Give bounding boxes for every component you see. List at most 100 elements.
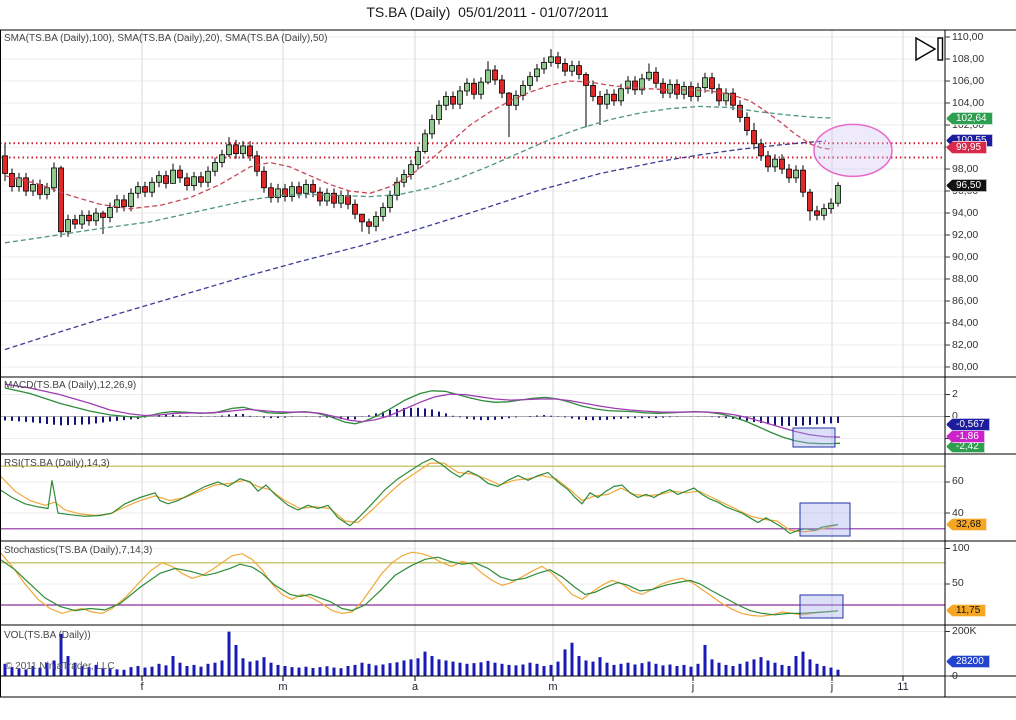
volume-bar — [94, 664, 98, 676]
volume-bar — [17, 668, 21, 676]
stoch-axis-label: 100 — [952, 542, 970, 555]
volume-bar — [682, 664, 686, 676]
candle-body — [492, 69, 498, 81]
volume-bar — [717, 662, 721, 676]
volume-bar — [710, 659, 714, 676]
candle-body — [464, 82, 470, 92]
stoch-k-line — [0, 551, 839, 617]
candle-body — [688, 86, 694, 97]
rsi-highlight-box[interactable] — [799, 502, 851, 537]
volume-bar — [234, 644, 238, 676]
price-axis-label: 88,00 — [952, 272, 979, 285]
candle-body — [254, 155, 260, 172]
volume-bar — [577, 656, 581, 676]
candle-body — [478, 81, 484, 95]
volume-bar — [507, 664, 511, 676]
volume-bar — [465, 663, 469, 676]
volume-bar — [269, 662, 273, 676]
volume-bar — [353, 664, 357, 676]
volume-bar — [311, 668, 315, 676]
candle-body — [58, 167, 64, 233]
price-axis-label: 84,00 — [952, 316, 979, 329]
sma100-line — [4, 140, 827, 351]
volume-bar — [73, 662, 77, 676]
volume-value-badge: 28200 — [946, 655, 990, 668]
candle-body — [107, 207, 113, 218]
macd-hist-value-badge: -0,567 — [946, 418, 991, 431]
candle-body — [814, 210, 820, 216]
candle-body — [716, 88, 722, 102]
volume-bar — [556, 661, 560, 676]
volume-bar — [66, 656, 70, 676]
volume-bar — [731, 666, 735, 676]
candle-body — [793, 169, 799, 179]
rsi-axis-label: 60 — [952, 475, 964, 488]
candle-body — [821, 208, 827, 216]
volume-bar — [605, 662, 609, 676]
candle-body — [100, 212, 106, 218]
volume-bar — [647, 661, 651, 676]
candle-body — [65, 219, 71, 233]
x-axis-label: j — [691, 681, 695, 693]
candle-body — [296, 186, 302, 194]
rsi-value-badge: 32,68 — [946, 518, 988, 531]
candle-body — [394, 181, 400, 196]
candle-body — [310, 184, 316, 193]
volume-bar — [451, 661, 455, 676]
volume-bar — [528, 662, 532, 676]
volume-bar — [339, 668, 343, 676]
volume-bar — [409, 659, 413, 676]
price-axis-label: 90,00 — [952, 250, 979, 263]
candle-body — [37, 184, 43, 195]
sma50-value-badge: 102,64 — [946, 112, 993, 125]
volume-bar — [290, 667, 294, 676]
volume-bar — [479, 662, 483, 676]
volume-bar — [745, 661, 749, 676]
volume-bar — [10, 667, 14, 676]
candle-body — [366, 221, 372, 227]
volume-bar — [276, 664, 280, 676]
volume-bar — [262, 657, 266, 676]
macd-highlight-box[interactable] — [792, 427, 836, 448]
x-axis-label: 11 — [897, 681, 909, 693]
candle-body — [786, 168, 792, 179]
volume-bar — [626, 662, 630, 676]
candle-body — [457, 90, 463, 105]
go-to-end-icon[interactable] — [910, 33, 946, 65]
candle-body — [303, 184, 309, 194]
candle-body — [499, 79, 505, 94]
candle-body — [506, 92, 512, 106]
macd-axis-label: 0 — [952, 410, 958, 423]
candle-body — [653, 71, 659, 84]
candle-body — [702, 77, 708, 89]
candle-body — [758, 143, 764, 157]
volume-bar — [829, 667, 833, 676]
stoch-highlight-box[interactable] — [799, 594, 844, 619]
sma20-value-badge: 99,95 — [946, 141, 988, 154]
volume-bar — [801, 651, 805, 676]
candle-body — [324, 192, 330, 202]
volume-bar — [486, 660, 490, 676]
volume-bar — [570, 642, 574, 676]
candle-body — [373, 215, 379, 227]
volume-bar — [360, 662, 364, 676]
volume-bar — [661, 665, 665, 676]
candle-body — [93, 212, 99, 222]
volume-bar — [619, 663, 623, 676]
volume-bar — [101, 668, 105, 676]
ellipse-annotation[interactable] — [813, 123, 893, 178]
volume-bar — [402, 660, 406, 676]
candle-body — [527, 76, 533, 86]
volume-bar — [157, 663, 161, 676]
candle-body — [730, 92, 736, 106]
volume-bar — [367, 663, 371, 676]
candle-body — [282, 188, 288, 197]
candle-body — [835, 185, 841, 204]
candle-body — [695, 87, 701, 97]
volume-bar — [31, 666, 35, 676]
candle-body — [450, 96, 456, 105]
volume-bar — [59, 633, 63, 676]
candle-body — [135, 186, 141, 194]
volume-bar — [178, 662, 182, 676]
volume-bar — [192, 664, 196, 676]
